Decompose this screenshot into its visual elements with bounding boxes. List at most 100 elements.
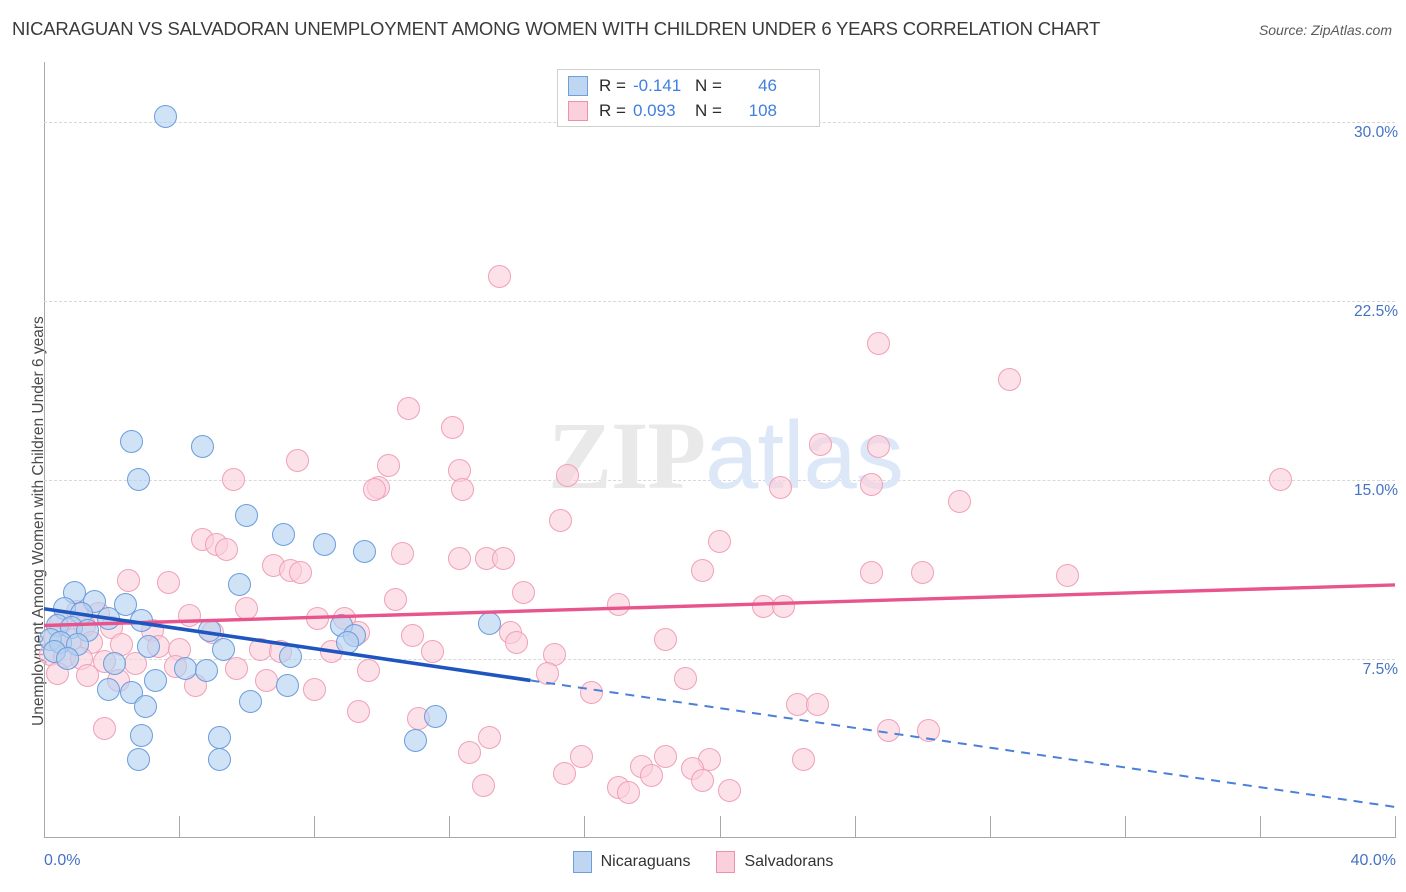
scatter-point xyxy=(478,611,502,635)
legend-swatch-salvadorans-icon xyxy=(716,851,736,873)
scatter-point xyxy=(214,537,238,561)
stats-row-nicaraguans: R = -0.141 N = 46 xyxy=(568,73,777,99)
scatter-point xyxy=(143,668,167,692)
scatter-point xyxy=(491,547,515,571)
trend-line-nicaraguans-projected xyxy=(530,679,1396,808)
scatter-point xyxy=(76,664,100,688)
legend-item-nicaraguans[interactable]: Nicaraguans xyxy=(572,851,690,873)
scatter-point xyxy=(471,773,495,797)
scatter-point xyxy=(451,477,475,501)
x-axis-tick xyxy=(1124,816,1126,838)
scatter-point xyxy=(653,628,677,652)
series-legend: Nicaraguans Salvadorans xyxy=(0,851,1406,873)
x-axis-tick xyxy=(449,816,451,838)
scatter-point xyxy=(383,587,407,611)
scatter-point xyxy=(96,606,120,630)
y-axis-line xyxy=(44,62,45,838)
stats-n-value-2: 108 xyxy=(748,101,777,120)
scatter-point xyxy=(947,489,971,513)
scatter-point xyxy=(157,571,181,595)
scatter-point xyxy=(302,678,326,702)
scatter-point xyxy=(116,568,140,592)
scatter-point xyxy=(505,630,529,654)
scatter-point xyxy=(235,504,259,528)
scatter-point xyxy=(441,415,465,439)
plot-area: ZIPatlas xyxy=(39,62,1396,838)
chart-header: NICARAGUAN VS SALVADORAN UNEMPLOYMENT AM… xyxy=(0,0,1406,56)
scatter-point xyxy=(512,580,536,604)
scatter-point xyxy=(579,680,603,704)
scatter-point xyxy=(363,477,387,501)
scatter-point xyxy=(272,523,296,547)
stats-r-value-1: -0.141 xyxy=(633,76,682,95)
scatter-point xyxy=(859,561,883,585)
scatter-point xyxy=(120,430,144,454)
scatter-point xyxy=(312,532,336,556)
scatter-point xyxy=(397,396,421,420)
scatter-point xyxy=(225,656,249,680)
source-attribution: Source: ZipAtlas.com xyxy=(1258,22,1392,38)
scatter-point xyxy=(93,716,117,740)
trend-lines xyxy=(43,583,1396,808)
x-axis-max-label: 40.0% xyxy=(1350,852,1396,869)
scatter-point xyxy=(866,434,890,458)
scatter-point xyxy=(133,695,157,719)
stats-r-value-2: 0.093 xyxy=(633,101,676,120)
scatter-point xyxy=(1268,468,1292,492)
watermark-zip: ZIP xyxy=(548,402,706,509)
scatter-point xyxy=(208,726,232,750)
y-axis-tick-label: 15.0% xyxy=(1354,481,1398,499)
scatter-point xyxy=(336,630,360,654)
page-title: NICARAGUAN VS SALVADORAN UNEMPLOYMENT AM… xyxy=(12,18,1101,39)
stats-r-label-1: R = xyxy=(599,76,626,95)
scatter-point xyxy=(552,762,576,786)
scatter-point xyxy=(238,690,262,714)
scatter-point xyxy=(917,719,941,743)
scatter-point xyxy=(447,547,471,571)
y-axis-tick-label: 30.0% xyxy=(1354,123,1398,141)
stats-n-label-2: N = xyxy=(695,101,722,120)
stats-n-label-1: N = xyxy=(695,76,722,95)
scatter-point xyxy=(208,747,232,771)
stats-n-value-1: 46 xyxy=(758,76,777,95)
gridline xyxy=(44,300,1395,302)
scatter-point xyxy=(400,623,424,647)
scatter-point xyxy=(420,640,444,664)
scatter-point xyxy=(640,764,664,788)
scatter-point xyxy=(235,597,259,621)
scatter-point xyxy=(279,645,303,669)
correlation-stats-box: R = -0.141 N = 46 R = 0.093 N = 108 xyxy=(557,69,820,127)
scatter-point xyxy=(606,592,630,616)
scatter-point xyxy=(306,606,330,630)
scatter-point xyxy=(194,659,218,683)
scatter-point xyxy=(346,699,370,723)
x-axis-tick xyxy=(584,816,586,838)
scatter-point xyxy=(478,726,502,750)
y-axis-tick-label: 22.5% xyxy=(1354,302,1398,320)
scatter-point xyxy=(809,432,833,456)
scatter-point xyxy=(549,508,573,532)
x-axis-tick xyxy=(179,816,181,838)
stats-swatch-salvadorans-icon xyxy=(568,101,588,121)
scatter-point xyxy=(127,468,151,492)
x-axis-tick xyxy=(314,816,316,838)
scatter-point xyxy=(353,539,377,563)
scatter-point xyxy=(404,728,428,752)
scatter-point xyxy=(96,678,120,702)
scatter-point xyxy=(691,559,715,583)
scatter-point xyxy=(377,454,400,478)
scatter-point xyxy=(458,740,482,764)
scatter-point xyxy=(211,637,235,661)
legend-swatch-nicaraguans-icon xyxy=(572,851,592,873)
legend-item-salvadorans[interactable]: Salvadorans xyxy=(716,851,833,873)
scatter-point xyxy=(718,778,742,802)
scatter-point xyxy=(285,449,309,473)
scatter-point xyxy=(910,561,934,585)
watermark: ZIPatlas xyxy=(548,400,904,511)
scatter-point xyxy=(859,473,883,497)
scatter-point xyxy=(424,704,448,728)
scatter-point xyxy=(228,573,252,597)
scatter-point xyxy=(177,604,201,628)
scatter-point xyxy=(488,265,512,289)
